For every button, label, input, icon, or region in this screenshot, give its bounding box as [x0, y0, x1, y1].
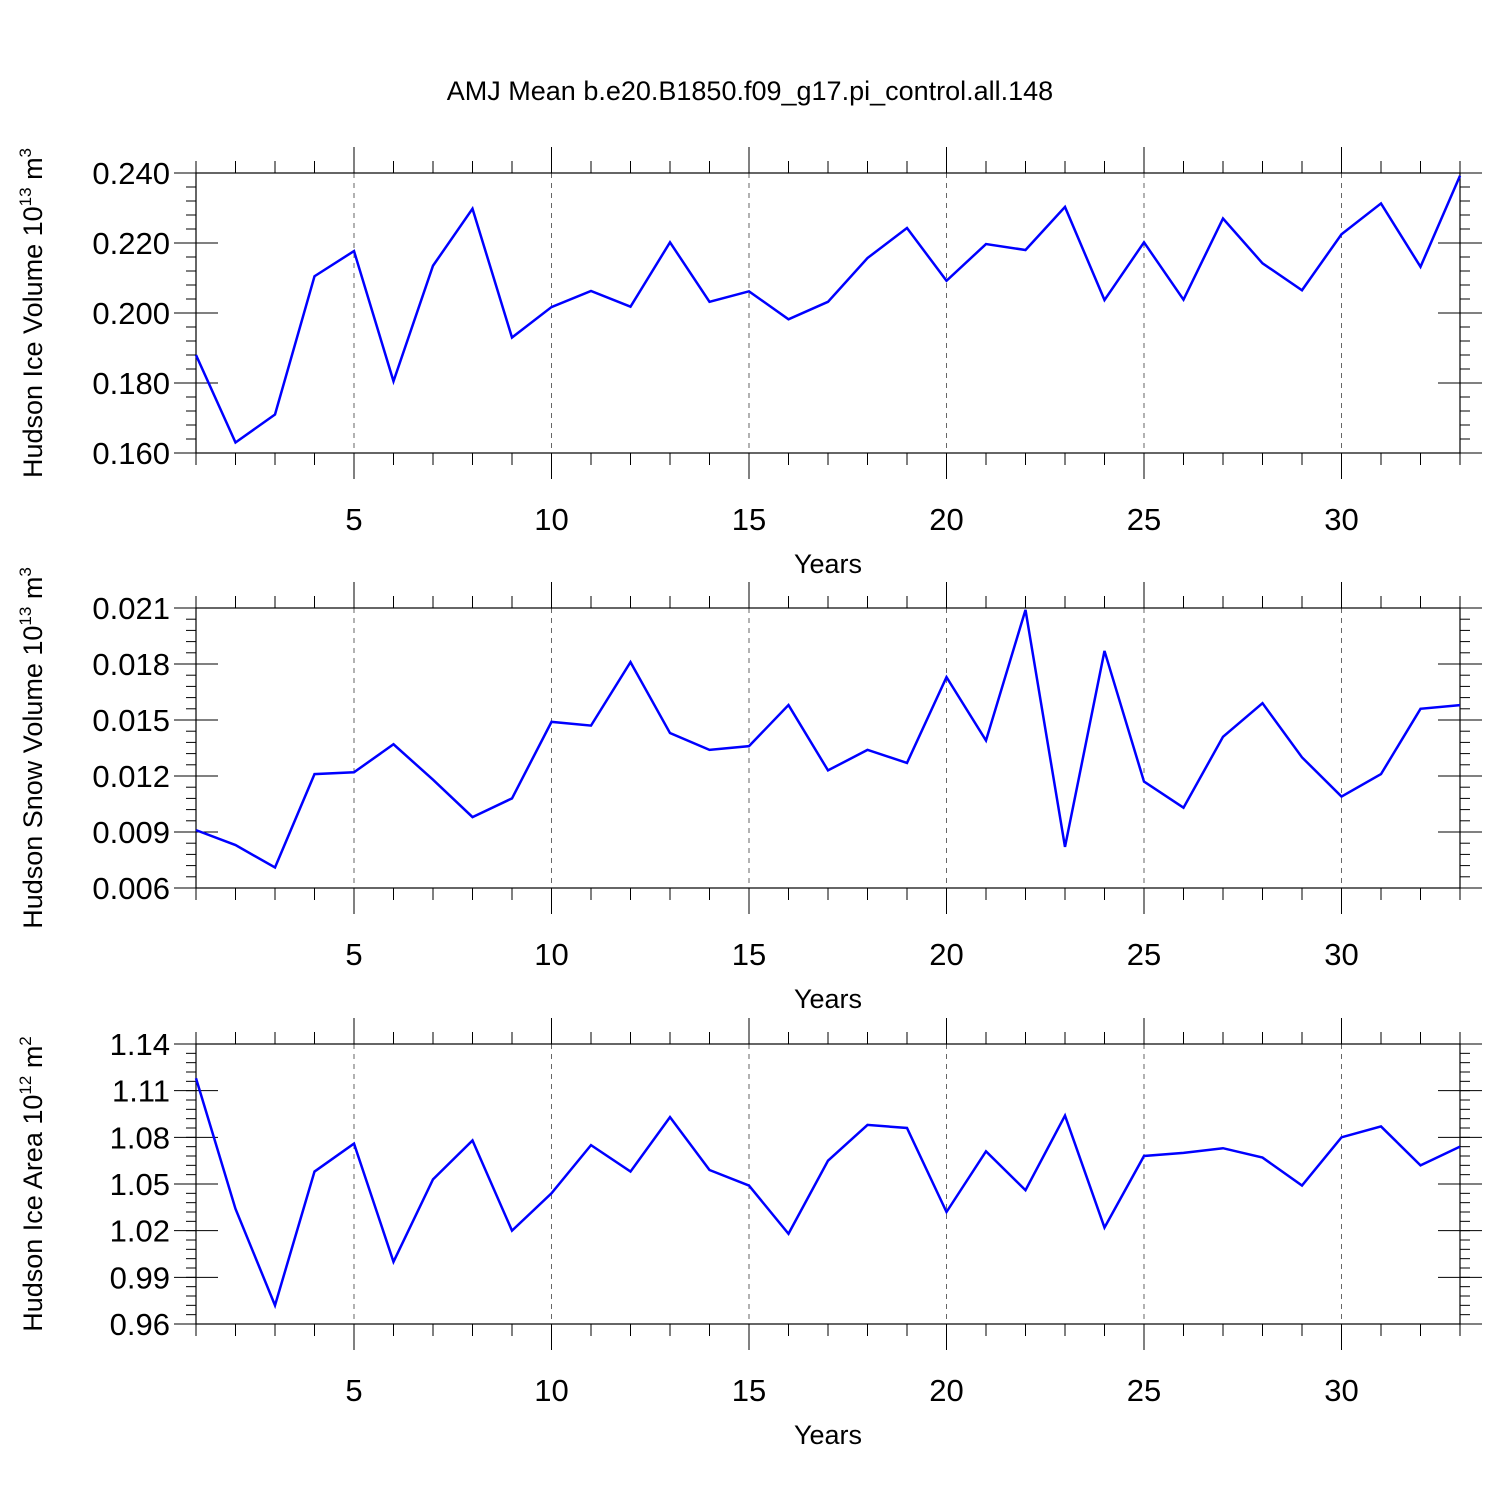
- x-tick-label: 15: [732, 1373, 766, 1408]
- y-tick-label: 0.200: [92, 296, 170, 331]
- x-tick-label: 15: [732, 937, 766, 972]
- x-axis-label: Years: [794, 549, 862, 579]
- x-tick-label: 25: [1127, 937, 1161, 972]
- data-series-line: [194, 175, 1462, 445]
- y-tick-label: 0.009: [92, 815, 170, 850]
- y-tick-label: 1.14: [110, 1027, 170, 1062]
- x-axis-label: Years: [794, 984, 862, 1014]
- y-tick-label: 0.99: [110, 1260, 170, 1295]
- chart-panel-1: 0.160 0.180 0.200 0.220 0.240 5 10 15 20 25 30 Year…: [16, 147, 1482, 579]
- x-tick-label: 25: [1127, 502, 1161, 537]
- data-series-line: [195, 609, 1461, 870]
- y-tick-label: 1.05: [110, 1167, 170, 1202]
- data-series-line: [194, 1077, 1461, 1310]
- plot-frame: [195, 1043, 1461, 1325]
- x-tick-label: 20: [929, 502, 963, 537]
- panels: 0.160 0.180 0.200 0.220 0.240 5 10 15 20 25 30 Year…: [16, 147, 1482, 1450]
- plot-frame: [195, 172, 1461, 454]
- y-tick-label: 0.012: [92, 759, 170, 794]
- y-axis-label: Hudson Ice Volume 1013 m3: [16, 148, 48, 478]
- x-tick-label: 10: [534, 1373, 568, 1408]
- x-tick-label: 5: [345, 1373, 362, 1408]
- y-tick-label: 0.160: [92, 436, 170, 471]
- plot-frame: [195, 607, 1461, 889]
- y-tick-label: 1.11: [112, 1074, 170, 1109]
- y-axis-label: Hudson Snow Volume 1013 m3: [16, 567, 48, 929]
- figure-title: AMJ Mean b.e20.B1850.f09_g17.pi_control.…: [447, 76, 1053, 106]
- y-axis-label: Hudson Ice Area 1012 m2: [16, 1036, 48, 1332]
- y-tick-label: 0.180: [92, 366, 170, 401]
- y-tick-label: 0.006: [92, 871, 170, 906]
- y-tick-label: 0.240: [92, 156, 170, 191]
- x-axis-label: Years: [794, 1420, 862, 1450]
- y-tick-label: 0.021: [92, 591, 170, 626]
- x-tick-label: 20: [929, 937, 963, 972]
- x-tick-label: 30: [1324, 937, 1358, 972]
- x-tick-label: 15: [732, 502, 766, 537]
- chart-panel-3: 0.96 0.99 1.02 1.05 1.08 1.11 1.14 5 10 15 20 25 30 Y…: [16, 1018, 1482, 1450]
- y-tick-label: 0.96: [110, 1307, 170, 1342]
- x-tick-label: 5: [345, 502, 362, 537]
- x-tick-label: 30: [1324, 502, 1358, 537]
- y-tick-label: 1.08: [110, 1120, 170, 1155]
- x-tick-label: 30: [1324, 1373, 1358, 1408]
- x-tick-label: 5: [345, 937, 362, 972]
- x-tick-label: 20: [929, 1373, 963, 1408]
- y-tick-label: 0.015: [92, 703, 170, 738]
- y-tick-label: 1.02: [110, 1214, 170, 1249]
- y-tick-label: 0.018: [92, 647, 170, 682]
- x-tick-label: 10: [534, 502, 568, 537]
- x-tick-label: 10: [534, 937, 568, 972]
- x-tick-label: 25: [1127, 1373, 1161, 1408]
- chart-panel-2: 0.006 0.009 0.012 0.015 0.018 0.021 5 10 15 20 25 3…: [16, 567, 1482, 1014]
- y-tick-label: 0.220: [92, 226, 170, 261]
